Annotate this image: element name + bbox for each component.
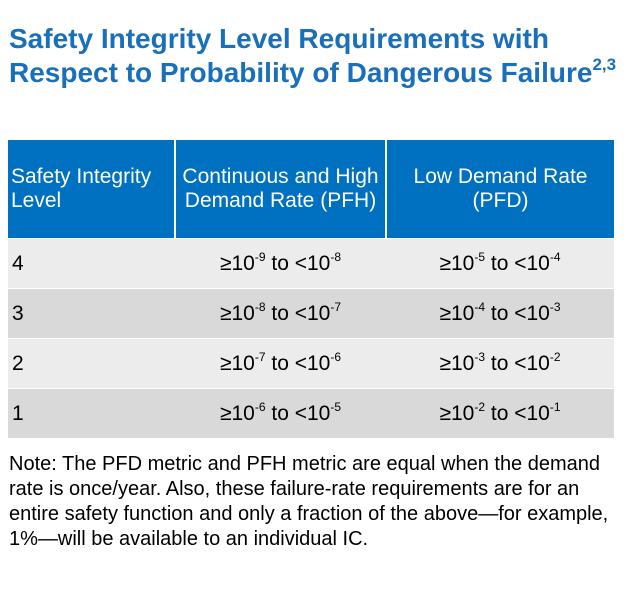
superscript: -4 <box>474 299 486 314</box>
cell: ≥10-3 to <10-2 <box>386 338 614 389</box>
row: 2 ≥10-7 to <10-6 ≥10-3 to <10-2 <box>8 338 614 389</box>
cell: 3 <box>8 288 175 339</box>
text: to <10 <box>265 401 331 425</box>
text: to <10 <box>265 301 331 325</box>
cell: ≥10-4 to <10-3 <box>386 288 614 339</box>
cell: ≥10-8 to <10-7 <box>175 288 386 339</box>
superscript: -2 <box>474 399 486 414</box>
text: ≥10 <box>219 251 255 275</box>
cell: 2 <box>8 338 175 389</box>
note: Note: The PFD metric and PFH metric are … <box>9 453 609 550</box>
text: ≥10 <box>439 301 475 325</box>
text: ≥10 <box>219 301 255 325</box>
superscript: -2 <box>549 349 561 364</box>
row: 3 ≥10-8 to <10-7 ≥10-4 to <10-3 <box>8 288 614 339</box>
header-row: Safety Integrity Level Continuous and Hig… <box>8 140 614 239</box>
text: Safety Integrity Level Requirements with… <box>9 23 593 88</box>
superscript: -8 <box>330 249 342 264</box>
superscript: -7 <box>254 349 266 364</box>
sil-table: Safety Integrity Level Continuous and Hig… <box>8 140 614 438</box>
superscript: -8 <box>254 299 266 314</box>
superscript: -4 <box>549 249 561 264</box>
text: ≥10 <box>439 401 475 425</box>
superscript: -6 <box>254 399 266 414</box>
text: to <10 <box>485 401 550 425</box>
text: to <10 <box>265 351 331 375</box>
cell: ≥10-2 to <10-1 <box>386 388 614 438</box>
superscript: 2,3 <box>592 55 617 74</box>
text: to <10 <box>485 301 550 325</box>
superscript: -6 <box>330 349 342 364</box>
cell: ≥10-6 to <10-5 <box>175 388 386 438</box>
superscript: -5 <box>474 249 486 264</box>
row: 4 ≥10-9 to <10-8 ≥10-5 to <10-4 <box>8 238 614 289</box>
text: ≥10 <box>439 351 475 375</box>
cell: 1 <box>8 388 175 438</box>
cell: 4 <box>8 238 175 289</box>
table-body: 4 ≥10-9 to <10-8 ≥10-5 to <10-4 3 ≥10-8 to <… <box>8 238 614 438</box>
text: ≥10 <box>219 351 255 375</box>
superscript: -7 <box>330 299 342 314</box>
cell: ≥10-5 to <10-4 <box>386 238 614 289</box>
superscript: -9 <box>254 249 266 264</box>
superscript: -3 <box>549 299 561 314</box>
superscript: -3 <box>474 349 486 364</box>
text: to <10 <box>265 251 331 275</box>
superscript: -1 <box>549 399 561 414</box>
row: 1 ≥10-6 to <10-5 ≥10-2 to <10-1 <box>8 388 614 438</box>
title: Safety Integrity Level Requirements with… <box>9 22 629 90</box>
superscript: -5 <box>330 399 342 414</box>
cell: ≥10-7 to <10-6 <box>175 338 386 389</box>
header-cell: Low Demand Rate (PFD) <box>386 140 614 239</box>
header-cell: Safety Integrity Level <box>8 140 176 239</box>
header-cell: Continuous and High Demand Rate (PFH) <box>175 140 387 239</box>
text: to <10 <box>485 351 550 375</box>
text: ≥10 <box>219 401 255 425</box>
cell: ≥10-9 to <10-8 <box>175 238 386 289</box>
text: ≥10 <box>439 251 475 275</box>
text: to <10 <box>485 251 550 275</box>
